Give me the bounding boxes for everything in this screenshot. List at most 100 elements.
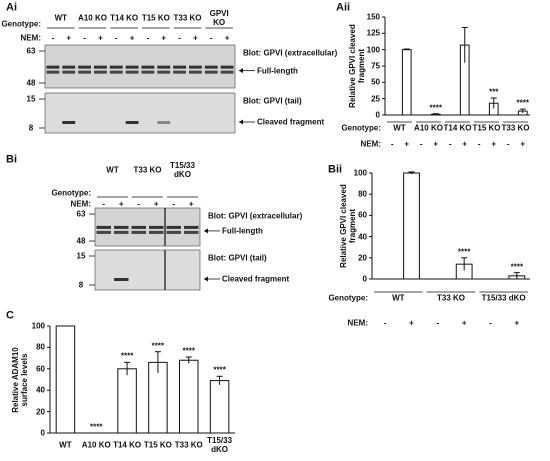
band bbox=[131, 225, 146, 229]
band bbox=[109, 70, 123, 74]
mw-marker: 15 bbox=[76, 251, 86, 261]
x-tick-label: T14 KO bbox=[113, 440, 142, 450]
y-tick-label: 20 bbox=[358, 253, 367, 263]
nem-sign: + bbox=[461, 318, 467, 328]
lane-label: WT bbox=[54, 13, 68, 23]
band bbox=[149, 225, 164, 229]
lane-label: T15/33 dKO bbox=[170, 161, 195, 179]
lane-label: T14 KO bbox=[110, 13, 139, 23]
y-tick-label: 60 bbox=[36, 364, 45, 374]
nem-sign: + bbox=[409, 318, 414, 328]
y-tick-label: 100 bbox=[366, 45, 380, 55]
band bbox=[204, 65, 218, 69]
band-label: Cleaved fragment bbox=[257, 117, 325, 127]
nem-sign: - bbox=[51, 33, 55, 43]
y-tick-label: 100 bbox=[353, 168, 367, 178]
genotype-label: Genotype: bbox=[1, 19, 41, 29]
blot-top bbox=[94, 207, 201, 247]
x-tick-label: T14 KO bbox=[443, 123, 472, 133]
band bbox=[62, 70, 76, 74]
blot-label: Blot: GPVI (extracellular) bbox=[243, 48, 338, 58]
x-tick-label: T33 KO bbox=[436, 293, 465, 303]
nem-sign: + bbox=[188, 199, 194, 209]
significance: *** bbox=[489, 87, 499, 97]
x-tick-label: T15 KO bbox=[472, 123, 501, 133]
band bbox=[94, 70, 107, 74]
band bbox=[173, 65, 186, 69]
lane-label: T33 KO bbox=[133, 165, 162, 175]
band bbox=[157, 121, 171, 124]
band bbox=[157, 70, 171, 74]
band bbox=[166, 230, 181, 234]
bar bbox=[179, 359, 199, 434]
band bbox=[114, 278, 129, 281]
panel-label: Bi bbox=[6, 153, 17, 166]
band bbox=[78, 65, 91, 69]
panel-label: Bii bbox=[328, 163, 343, 176]
significance: **** bbox=[182, 346, 195, 356]
blot-bottom bbox=[94, 249, 201, 291]
x-tick-label: T15/33 dKO bbox=[207, 436, 233, 454]
mw-marker: 15 bbox=[26, 94, 36, 104]
nem-sign: + bbox=[66, 33, 72, 43]
band bbox=[46, 70, 60, 74]
y-tick-label: 50 bbox=[371, 77, 380, 87]
band bbox=[141, 70, 155, 74]
y-tick-label: 40 bbox=[358, 232, 367, 242]
mw-marker: 48 bbox=[26, 78, 36, 88]
nem-sign: + bbox=[193, 33, 198, 43]
blot-top bbox=[44, 44, 236, 89]
y-tick-label: 40 bbox=[36, 385, 45, 395]
x-axis-label: Genotype: bbox=[341, 123, 381, 133]
blot-label: Blot: GPVI (tail) bbox=[208, 253, 267, 263]
panel-label: Aii bbox=[336, 1, 351, 14]
bar bbox=[117, 368, 137, 434]
y-tick-label: 80 bbox=[358, 189, 367, 199]
x-tick-label: A10 KO bbox=[81, 440, 111, 450]
y-axis-label: Relative ADAM10 surface levels bbox=[11, 346, 29, 413]
lane-label: A10 KO bbox=[78, 13, 107, 23]
y-axis-label: Relative GPVI cleaved fragment bbox=[348, 24, 366, 108]
band bbox=[131, 230, 146, 234]
nem-sign: - bbox=[137, 199, 141, 209]
band bbox=[62, 65, 76, 69]
band bbox=[204, 70, 218, 74]
nem-sign: + bbox=[224, 33, 230, 43]
band bbox=[125, 70, 139, 74]
y-tick-label: 75 bbox=[371, 61, 380, 71]
significance: **** bbox=[516, 98, 529, 108]
nem-sign: + bbox=[514, 318, 520, 328]
blot-label: Blot: GPVI (extracellular) bbox=[208, 211, 303, 221]
y-tick-label: 0 bbox=[375, 110, 380, 120]
band bbox=[109, 65, 123, 69]
band bbox=[96, 230, 111, 234]
nem-sign: + bbox=[98, 33, 103, 43]
nem-sign: + bbox=[161, 33, 167, 43]
significance: **** bbox=[120, 351, 134, 361]
bar bbox=[55, 325, 76, 434]
band bbox=[166, 225, 181, 229]
band bbox=[78, 70, 91, 74]
nem-sign: - bbox=[477, 139, 481, 149]
mw-marker: 48 bbox=[76, 236, 86, 246]
nem-sign: - bbox=[436, 318, 440, 328]
band bbox=[184, 230, 199, 234]
blot-label: Blot: GPVI (tail) bbox=[243, 96, 302, 106]
nem-label: NEM: bbox=[360, 139, 381, 149]
band bbox=[114, 225, 129, 229]
band-label: Full-length bbox=[222, 226, 263, 236]
lane-label: T15 KO bbox=[141, 13, 170, 23]
nem-sign: - bbox=[178, 33, 181, 43]
nem-sign: - bbox=[146, 33, 150, 43]
band bbox=[157, 65, 171, 69]
band bbox=[173, 70, 186, 74]
band bbox=[96, 225, 111, 229]
band-label: Full-length bbox=[257, 66, 298, 76]
nem-sign: - bbox=[209, 33, 213, 43]
nem-sign: - bbox=[390, 139, 394, 149]
band bbox=[62, 121, 76, 124]
mw-marker: 63 bbox=[26, 46, 36, 56]
x-tick-label: T33 KO bbox=[174, 440, 203, 450]
mw-marker: 8 bbox=[78, 280, 84, 290]
